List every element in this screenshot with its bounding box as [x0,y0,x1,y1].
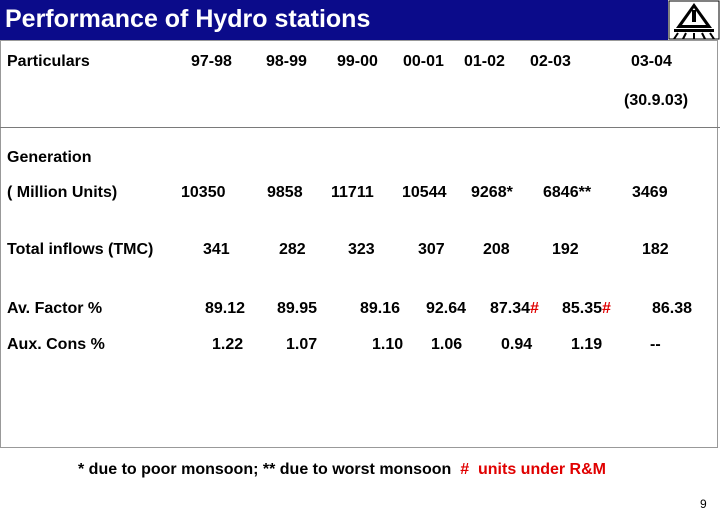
table-cell: 341 [203,241,230,258]
table-cell: 1.10 [372,336,404,353]
table-frame [0,40,718,448]
row-label-inflows: Total inflows (TMC) [7,241,154,258]
slide-title: Performance of Hydro stations [5,5,371,33]
header-year: 97-98 [191,53,232,70]
table-cell: 89.95 [277,300,318,317]
header-year: 03-04 [631,53,672,70]
table-cell: 0.94 [501,336,533,353]
hash-marker: # [602,300,611,317]
table-cell: 9268* [471,184,513,201]
table-cell: 307 [418,241,445,258]
header-year: 98-99 [266,53,307,70]
table-cell: 10350 [181,184,226,201]
page-number: 9 [700,497,707,511]
table-cell: 11711 [331,184,374,201]
table-cell: 86.38 [652,300,693,317]
footnote-hash: # [460,461,470,478]
footnote-text: * due to poor monsoon; ** due to worst m… [78,461,461,478]
table-cell-marked: 87.34# [490,300,539,318]
table-cell: 3469 [632,184,668,201]
hash-marker: # [530,300,539,317]
table-cell: 1.22 [212,336,244,353]
footnote: * due to poor monsoon; ** due to worst m… [78,461,606,479]
header-divider [0,127,720,128]
row-label-av-factor: Av. Factor % [7,300,103,317]
table-cell: 282 [279,241,306,258]
table-cell: 9858 [267,184,303,201]
table-cell-marked: 85.35# [562,300,611,318]
power-plant-logo-icon [668,0,720,40]
header-year: 00-01 [403,53,444,70]
table-cell: 208 [483,241,510,258]
table-cell: 323 [348,241,375,258]
row-label-aux-cons: Aux. Cons % [7,336,105,353]
table-cell: 6846** [543,184,592,201]
table-cell: 10544 [402,184,447,201]
row-label-generation: Generation [7,149,92,166]
table-cell: 182 [642,241,669,258]
footnote-rm-text: units under R&M [469,461,606,478]
row-label-generation-unit: ( Million Units) [7,184,118,201]
cell-value: 87.34 [490,300,531,317]
header-year-note: (30.9.03) [624,92,689,109]
title-bar: Performance of Hydro stations [0,0,668,40]
header-year: 01-02 [464,53,505,70]
table-cell: 1.19 [571,336,603,353]
table-cell: 1.06 [431,336,463,353]
header-particulars: Particulars [7,53,90,70]
table-cell: 89.16 [360,300,401,317]
header-year: 99-00 [337,53,378,70]
table-cell: 89.12 [205,300,246,317]
table-cell: 92.64 [426,300,467,317]
header-year: 02-03 [530,53,571,70]
table-cell: 192 [552,241,579,258]
cell-value: 85.35 [562,300,603,317]
table-cell: -- [650,336,661,353]
table-cell: 1.07 [286,336,318,353]
